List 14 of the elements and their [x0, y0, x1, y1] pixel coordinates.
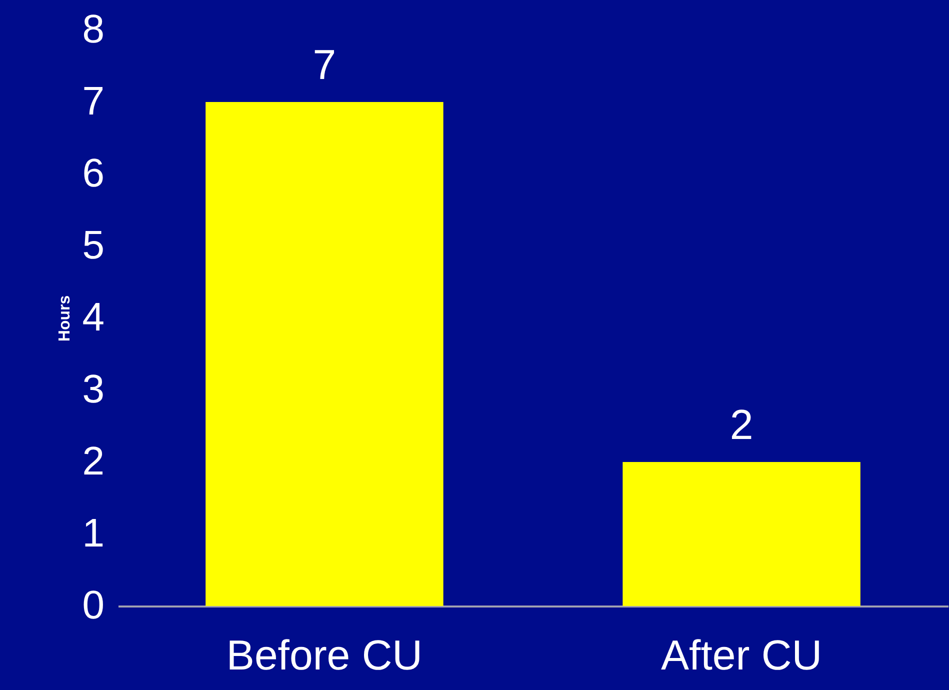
y-tick-label: 2	[82, 440, 104, 484]
y-tick-label: 1	[82, 512, 104, 556]
data-label: 7	[312, 41, 336, 88]
y-tick-label: 4	[82, 296, 104, 340]
x-tick-label: Before CU	[226, 632, 422, 678]
y-axis-title: Hours	[56, 295, 74, 342]
y-tick-label: 0	[82, 584, 104, 628]
y-tick-label: 7	[82, 80, 104, 124]
y-tick-label: 5	[82, 224, 104, 268]
data-label: 2	[730, 401, 754, 448]
x-tick-label: After CU	[661, 632, 822, 678]
y-tick-label: 3	[82, 368, 104, 412]
y-tick-label: 8	[82, 8, 104, 52]
y-tick-label: 6	[82, 152, 104, 196]
